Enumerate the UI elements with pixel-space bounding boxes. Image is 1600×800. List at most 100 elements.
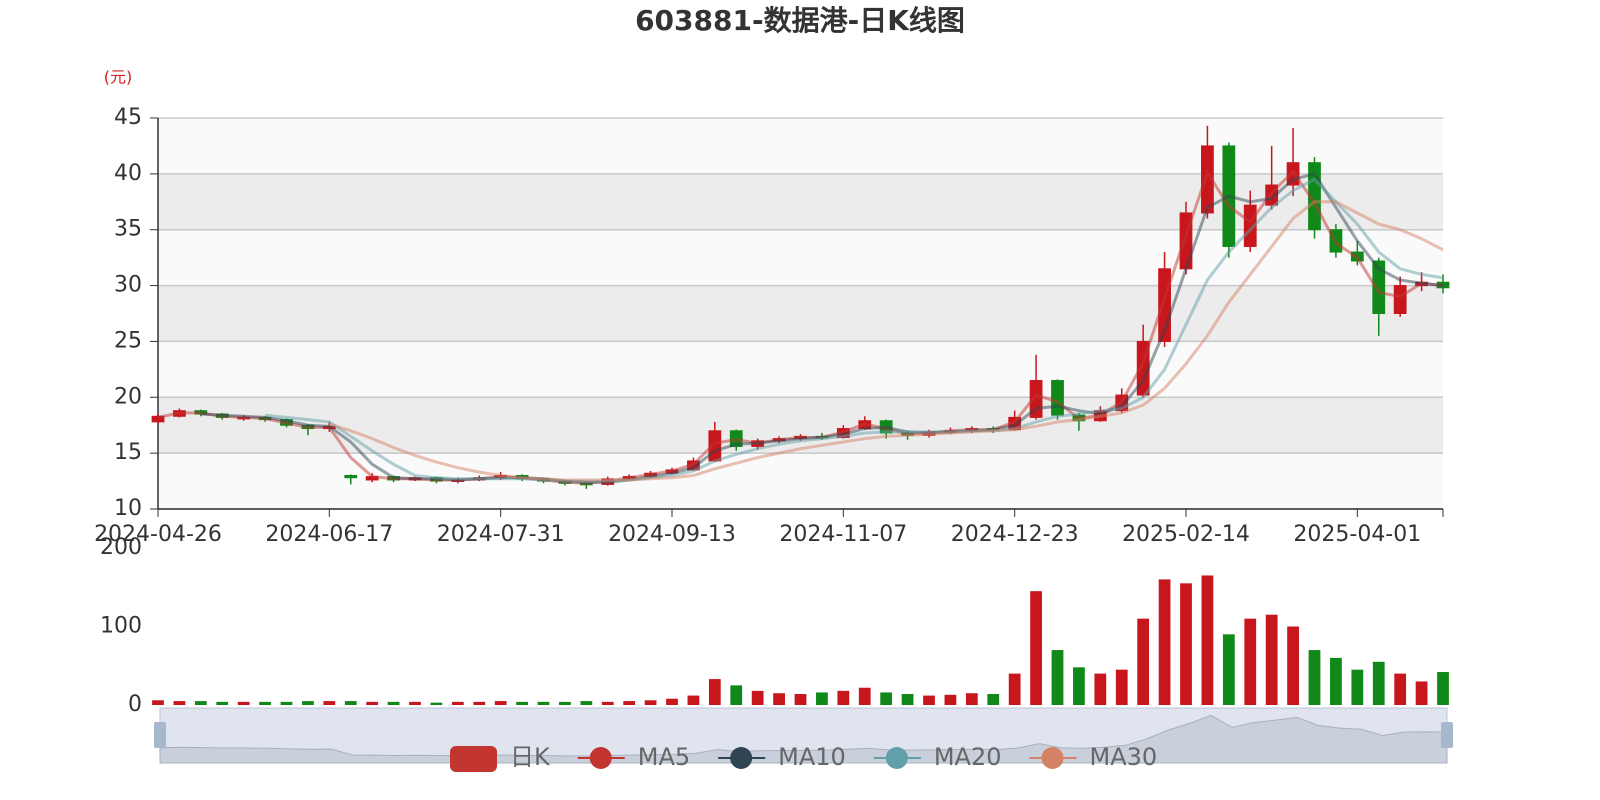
volume-bar <box>1008 673 1021 705</box>
candle-body <box>1158 268 1171 342</box>
volume-bar <box>773 693 785 705</box>
volume-bar <box>1201 575 1214 705</box>
x-tick-label: 2025-02-14 <box>1122 522 1250 547</box>
zoom-slider-area <box>159 714 1448 764</box>
volume-bar <box>387 701 400 705</box>
volume-bar <box>580 701 593 705</box>
legend-label[interactable]: MA30 <box>1090 743 1158 771</box>
legend-label[interactable]: 日K <box>510 743 551 771</box>
grid-band <box>158 118 1443 174</box>
volume-bar <box>901 694 914 705</box>
volume-bar <box>623 701 636 705</box>
volume-bar <box>944 694 957 705</box>
volume-bar <box>1244 618 1257 705</box>
volume-bar <box>451 701 464 705</box>
volume-bar <box>1308 650 1321 705</box>
legend-icon-dot[interactable] <box>885 747 908 769</box>
volume-bar <box>323 701 336 705</box>
ma-line <box>264 177 1444 483</box>
y-tick-label: 35 <box>114 217 142 242</box>
y-unit-label: (元) <box>104 68 133 87</box>
volume-tick-label: 0 <box>128 692 142 717</box>
volume-bar <box>1265 614 1278 705</box>
volume-bar <box>1158 579 1171 705</box>
candle-body <box>1393 285 1407 315</box>
volume-bar <box>730 685 743 705</box>
volume-bar <box>987 694 1000 705</box>
x-tick-label: 2024-04-26 <box>94 522 222 547</box>
volume-bar <box>537 701 550 705</box>
volume-bar <box>794 694 807 705</box>
grid-band <box>158 285 1443 342</box>
volume-bar <box>516 701 528 705</box>
volume-bar <box>1372 661 1385 705</box>
volume-bar <box>1437 672 1449 705</box>
y-tick-label: 30 <box>114 273 142 298</box>
volume-bar <box>1394 673 1407 705</box>
volume-bar <box>559 701 571 705</box>
chart-title: 603881-数据港-日K线图 <box>635 4 965 37</box>
volume-bar <box>1094 673 1107 705</box>
volume-bar <box>302 701 314 705</box>
y-tick-label: 10 <box>114 496 142 521</box>
volume-bar <box>837 690 850 705</box>
candle-body <box>1051 380 1064 416</box>
volume-bar <box>259 701 271 705</box>
y-tick-label: 40 <box>114 161 142 186</box>
volume-bar <box>644 700 657 705</box>
volume-bar <box>237 701 250 705</box>
volume-bar <box>880 692 893 705</box>
volume-bar <box>965 693 978 705</box>
volume-bar <box>194 701 207 705</box>
volume-bar <box>1115 669 1128 705</box>
volume-bar <box>1351 669 1364 705</box>
volume-bar <box>280 701 293 705</box>
zoom-handle[interactable] <box>154 722 166 748</box>
volume-bar <box>494 701 507 705</box>
y-tick-label: 25 <box>114 328 142 353</box>
volume-bar <box>816 692 828 705</box>
volume-bar <box>473 701 486 705</box>
volume-bar <box>1222 634 1235 705</box>
legend-icon-dot[interactable] <box>730 747 753 769</box>
volume-bar <box>1415 681 1428 705</box>
volume-bar <box>601 701 614 705</box>
volume-bar <box>1180 583 1192 705</box>
x-tick-label: 2025-04-01 <box>1293 522 1421 547</box>
volume-bar <box>366 701 379 705</box>
volume-bar <box>409 701 421 705</box>
legend-label[interactable]: MA5 <box>638 743 690 771</box>
y-tick-label: 20 <box>114 384 142 409</box>
volume-bar <box>708 679 721 705</box>
legend-icon-dot[interactable] <box>1041 747 1064 769</box>
volume-bar <box>1051 650 1064 705</box>
y-tick-label: 45 <box>114 105 142 130</box>
volume-bar <box>751 690 764 705</box>
legend-label[interactable]: MA10 <box>778 743 846 771</box>
volume-bar <box>1137 618 1150 705</box>
volume-tick-label: 100 <box>100 614 142 639</box>
volume-bar <box>173 701 186 705</box>
volume-bar <box>858 687 871 705</box>
legend-icon-dot[interactable] <box>589 747 612 769</box>
x-tick-label: 2024-06-17 <box>265 522 393 547</box>
y-tick-label: 15 <box>114 440 142 465</box>
volume-bar <box>216 701 229 705</box>
volume-bar <box>1330 657 1342 705</box>
legend-label[interactable]: MA20 <box>934 743 1002 771</box>
legend-icon[interactable] <box>450 746 497 772</box>
volume-bar <box>1030 591 1042 705</box>
zoom-handle[interactable] <box>1441 722 1453 748</box>
x-tick-label: 2024-11-07 <box>779 522 907 547</box>
ma-line <box>328 200 1444 482</box>
grid-band <box>158 341 1443 398</box>
volume-bar <box>923 695 935 705</box>
volume-bar <box>430 702 443 705</box>
candle-body <box>1372 260 1386 315</box>
volume-bar <box>344 701 357 705</box>
grid-band <box>158 397 1443 454</box>
x-tick-label: 2024-12-23 <box>951 522 1079 547</box>
x-tick-label: 2024-07-31 <box>437 522 565 547</box>
